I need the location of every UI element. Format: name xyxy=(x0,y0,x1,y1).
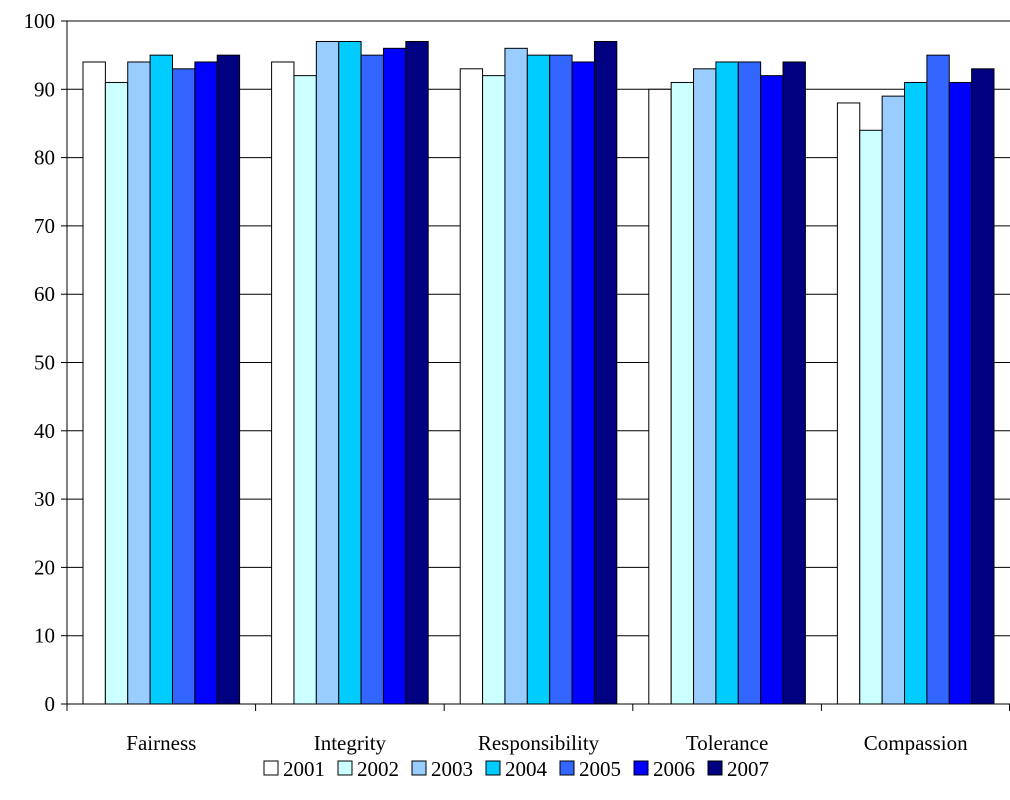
legend-label-2001: 2001 xyxy=(283,757,325,781)
y-tick-label: 100 xyxy=(24,9,56,33)
x-category-label: Tolerance xyxy=(686,731,768,755)
bar-2001-responsibility xyxy=(459,68,484,705)
bar-2005-tolerance xyxy=(737,61,762,705)
legend-swatch-2007 xyxy=(707,760,723,776)
bar-2004-responsibility xyxy=(526,54,551,705)
legend-swatch-2004 xyxy=(485,760,501,776)
y-axis-ticks: 0 10 20 30 40 50 60 70 80 90 100 xyxy=(24,9,67,716)
y-tick-label: 10 xyxy=(34,624,55,648)
bar-2002-integrity xyxy=(293,75,317,705)
bar-2006-responsibility xyxy=(571,61,595,705)
y-tick-label: 90 xyxy=(34,77,55,101)
y-tick-label: 70 xyxy=(34,214,55,238)
legend-label-2006: 2006 xyxy=(653,757,695,781)
bars xyxy=(82,40,995,705)
x-category-label: Compassion xyxy=(864,731,968,755)
bar-2001-compassion xyxy=(836,102,861,705)
legend-label-2004: 2004 xyxy=(505,757,548,781)
bar-2003-compassion xyxy=(881,95,906,705)
bar-2002-fairness xyxy=(104,81,129,705)
legend-swatch-2002 xyxy=(337,760,353,776)
legend-swatch-2006 xyxy=(633,760,649,776)
y-tick-label: 50 xyxy=(34,351,55,375)
bar-2007-compassion xyxy=(971,68,995,705)
x-axis-categories: Fairness Integrity Responsibility Tolerance… xyxy=(126,731,968,755)
y-tick-label: 30 xyxy=(34,487,55,511)
x-category-label: Fairness xyxy=(126,731,196,755)
legend-swatch-2003 xyxy=(411,760,427,776)
bar-2003-responsibility xyxy=(504,47,528,705)
bar-2007-tolerance xyxy=(782,61,806,705)
legend-label-2005: 2005 xyxy=(579,757,621,781)
bar-2002-tolerance xyxy=(670,81,695,705)
bar-2002-responsibility xyxy=(482,75,506,705)
legend-label-2007: 2007 xyxy=(727,757,769,781)
bar-2004-compassion xyxy=(904,81,928,705)
bar-2005-integrity xyxy=(360,54,384,705)
bar-2004-integrity xyxy=(338,40,362,705)
bar-2002-compassion xyxy=(859,129,883,705)
bar-2001-integrity xyxy=(271,61,295,705)
y-tick-label: 0 xyxy=(45,692,56,716)
bar-2004-tolerance xyxy=(715,61,739,705)
legend-swatch-2001 xyxy=(263,760,279,776)
y-tick-label: 20 xyxy=(34,555,55,579)
bar-2005-fairness xyxy=(171,68,196,705)
bar-2001-tolerance xyxy=(648,88,672,705)
bar-2003-tolerance xyxy=(693,68,717,705)
bar-2007-integrity xyxy=(405,40,429,705)
bar-2006-tolerance xyxy=(760,75,784,705)
bar-2006-compassion xyxy=(948,81,973,705)
bar-2007-fairness xyxy=(216,54,241,705)
bar-2003-integrity xyxy=(315,40,340,705)
bar-2007-responsibility xyxy=(593,40,618,705)
legend-label-2002: 2002 xyxy=(357,757,399,781)
y-tick-label: 80 xyxy=(34,146,55,170)
legend-label-2003: 2003 xyxy=(431,757,473,781)
bar-2006-integrity xyxy=(382,47,407,705)
legend-swatch-2005 xyxy=(559,760,575,776)
legend: 2001 2002 2003 2004 2005 2006 2007 xyxy=(263,757,769,781)
bar-2005-compassion xyxy=(926,54,950,705)
bar-2004-fairness xyxy=(149,54,173,705)
bar-2001-fairness xyxy=(82,61,106,705)
bar-2005-responsibility xyxy=(549,54,573,705)
x-category-label: Integrity xyxy=(314,731,387,755)
bar-2006-fairness xyxy=(194,61,218,705)
y-tick-label: 60 xyxy=(34,282,55,306)
bar-2003-fairness xyxy=(127,61,151,705)
x-category-label: Responsibility xyxy=(478,731,600,755)
y-tick-label: 40 xyxy=(34,419,55,443)
